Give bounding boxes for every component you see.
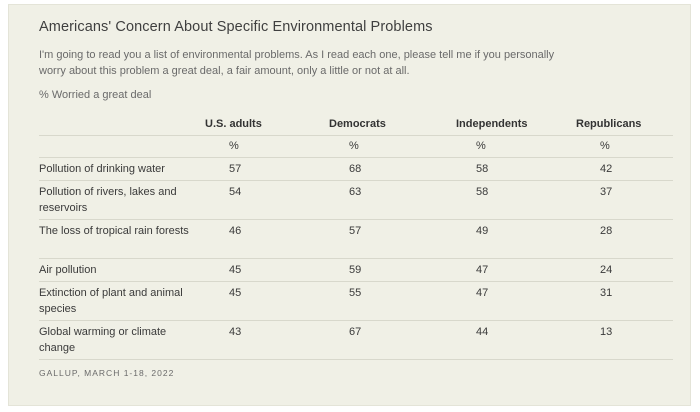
column-header-label [39,111,205,136]
column-header-democrats: Democrats [325,111,452,136]
page-title: Americans' Concern About Specific Enviro… [39,19,433,35]
row-label: Global warming or climate change [39,320,205,360]
value-republicans: 37 [576,180,673,220]
results-table: U.S. adults Democrats Independents Repub… [39,111,673,360]
value-democrats: 63 [325,180,452,220]
value-independents: 44 [452,320,576,360]
value-democrats: 67 [325,320,452,360]
column-header-republicans: Republicans [576,111,673,136]
value-us-adults: 43 [205,320,325,360]
measure-note: % Worried a great deal [39,89,152,101]
value-us-adults: 57 [205,157,325,181]
value-democrats: 55 [325,281,452,321]
source-note: GALLUP, MARCH 1-18, 2022 [39,368,175,378]
row-label: The loss of tropical rain forests [39,219,205,259]
value-democrats: 59 [325,258,452,282]
unit-row: % % % % [39,135,673,158]
row-label: Air pollution [39,258,205,282]
header-row: U.S. adults Democrats Independents Repub… [39,111,673,136]
value-republicans: 13 [576,320,673,360]
value-independents: 47 [452,258,576,282]
table-row: Pollution of rivers, lakes and reservoir… [39,180,673,220]
row-label: Pollution of rivers, lakes and reservoir… [39,180,205,220]
column-header-independents: Independents [452,111,576,136]
value-independents: 47 [452,281,576,321]
table-row: Extinction of plant and animal species 4… [39,281,673,321]
value-republicans: 31 [576,281,673,321]
value-us-adults: 45 [205,258,325,282]
unit-republicans: % [576,135,673,158]
table-row: Air pollution 45 59 47 24 [39,258,673,282]
value-us-adults: 46 [205,219,325,259]
table-row: Global warming or climate change 43 67 4… [39,320,673,360]
value-independents: 49 [452,219,576,259]
value-republicans: 42 [576,157,673,181]
table-row: Pollution of drinking water 57 68 58 42 [39,157,673,181]
chart-card: Americans' Concern About Specific Enviro… [8,4,691,406]
value-republicans: 28 [576,219,673,259]
row-label: Extinction of plant and animal species [39,281,205,321]
unit-label [39,135,205,158]
column-header-us-adults: U.S. adults [205,111,325,136]
table-row: The loss of tropical rain forests 46 57 … [39,219,673,259]
value-us-adults: 54 [205,180,325,220]
value-us-adults: 45 [205,281,325,321]
value-democrats: 68 [325,157,452,181]
value-democrats: 57 [325,219,452,259]
value-republicans: 24 [576,258,673,282]
unit-democrats: % [325,135,452,158]
unit-independents: % [452,135,576,158]
question-text: I'm going to read you a list of environm… [39,49,555,77]
value-independents: 58 [452,157,576,181]
value-independents: 58 [452,180,576,220]
row-label: Pollution of drinking water [39,157,205,181]
unit-us-adults: % [205,135,325,158]
